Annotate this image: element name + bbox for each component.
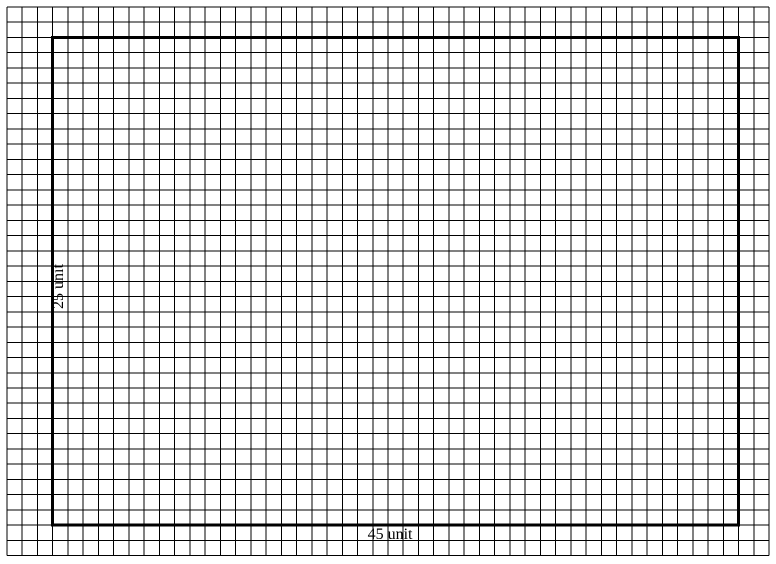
- grid-and-rectangle: [0, 0, 776, 564]
- width-dimension-label: 45 unit: [368, 526, 413, 544]
- height-dimension-label: 25 unit: [50, 264, 68, 309]
- diagram-stage: 45 unit 25 unit: [0, 0, 776, 564]
